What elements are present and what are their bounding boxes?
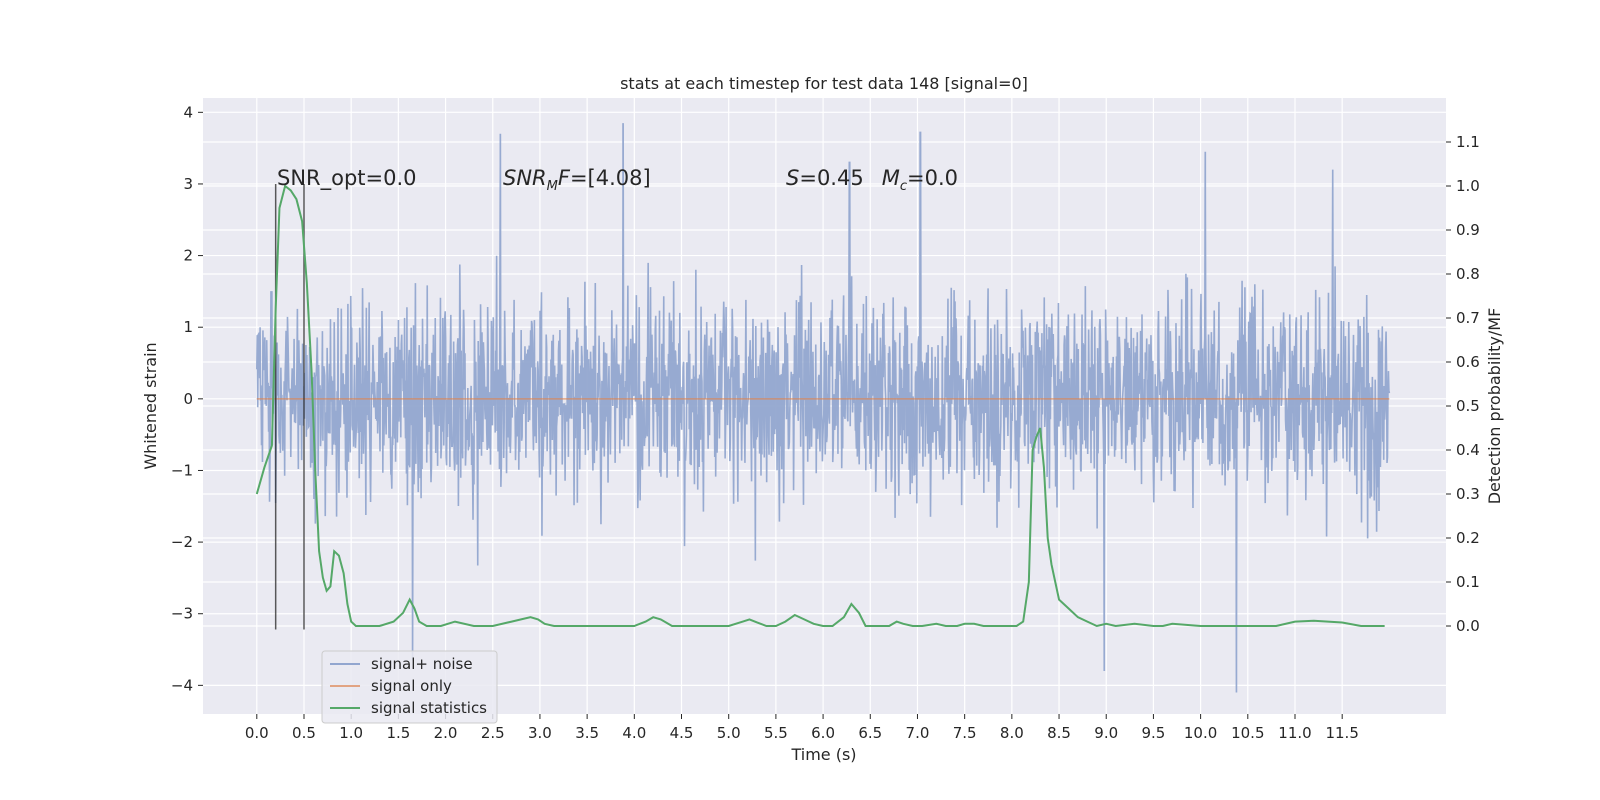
y-tick-label: 1 (183, 318, 193, 336)
legend-box (321, 650, 498, 724)
annotation-s-mc: S=0.45 Mc=0.0 (786, 166, 958, 194)
signal-noise-line (256, 123, 1391, 693)
signal-statistics-line (255, 184, 1385, 628)
y2-tick-label: 0.6 (1456, 353, 1480, 371)
y2-tick-label: 0.3 (1456, 485, 1480, 503)
annotation-mc-sub: c (900, 179, 907, 194)
legend-label-signal-statistics: signal statistics (371, 699, 487, 717)
x-tick-label: 3.5 (575, 724, 599, 742)
annotation-snr-mf-tail: F (558, 166, 571, 190)
annotation-snr-mf-val: =[4.08] (570, 166, 651, 190)
y2-axis-label: Detection probability/MF (1485, 308, 1504, 505)
x-tick-label: 5.5 (764, 724, 788, 742)
x-tick-label: 11.0 (1278, 724, 1311, 742)
y2-tick-label: 0.0 (1456, 617, 1480, 635)
x-tick-label: 9.0 (1094, 724, 1118, 742)
y2-tick-label: 0.7 (1456, 309, 1480, 327)
y2-axis-ticks: 0.0 0.1 0.2 0.3 0.4 0.5 0.6 0.7 0.8 0.9 1.0 1.1 (1446, 133, 1480, 635)
y-tick-label: −2 (171, 533, 193, 551)
y2-tick-label: 0.5 (1456, 397, 1480, 415)
legend: signal+ noise signal only signal statist… (321, 650, 498, 724)
y-tick-label: 0 (183, 390, 193, 408)
annotation-mc-val: =0.0 (907, 166, 958, 190)
y2-tick-label: 1.1 (1456, 133, 1480, 151)
x-tick-label: 9.5 (1141, 724, 1165, 742)
y-tick-label: 2 (183, 247, 193, 265)
y2-tick-label: 1.0 (1456, 177, 1480, 195)
y2-tick-label: 0.1 (1456, 573, 1480, 591)
annotation-s-val: =0.45 (799, 166, 863, 190)
y-tick-label: −4 (171, 676, 193, 694)
annotation-snr-opt: SNR_opt=0.0 (277, 166, 417, 191)
x-tick-label: 4.0 (622, 724, 646, 742)
x-tick-label: 6.0 (811, 724, 835, 742)
annotation-mc-var: M (882, 166, 900, 190)
x-tick-label: 2.5 (481, 724, 505, 742)
signal-noise-series (256, 123, 1391, 693)
y-axis-label: Whitened strain (141, 342, 160, 469)
x-tick-label: 7.5 (953, 724, 977, 742)
annotation-snr-mf-sub: M (547, 179, 558, 194)
x-tick-label: 0.0 (245, 724, 269, 742)
y-tick-label: −1 (171, 461, 193, 479)
annotation-snr-mf-var: SNR (503, 166, 547, 190)
y-tick-label: −3 (171, 605, 193, 623)
x-tick-label: 11.5 (1325, 724, 1358, 742)
x-tick-label: 10.5 (1231, 724, 1264, 742)
x-tick-label: 1.5 (386, 724, 410, 742)
signal-statistics-series (255, 184, 1385, 628)
annotation-s-var: S (786, 166, 799, 190)
x-tick-label: 4.5 (670, 724, 694, 742)
legend-label-signal-noise: signal+ noise (371, 655, 473, 673)
x-tick-label: 10.0 (1184, 724, 1217, 742)
y-axis-ticks: −4 −3 −2 −1 0 1 2 3 4 (171, 103, 203, 694)
y2-tick-label: 0.4 (1456, 441, 1480, 459)
x-tick-label: 7.0 (906, 724, 930, 742)
chart-title: stats at each timestep for test data 148… (620, 74, 1028, 93)
x-tick-label: 6.5 (858, 724, 882, 742)
y2-tick-label: 0.8 (1456, 265, 1480, 283)
y-tick-label: 4 (183, 103, 193, 121)
y2-tick-label: 0.2 (1456, 529, 1480, 547)
x-axis-label: Time (s) (790, 745, 856, 764)
y-tick-label: 3 (183, 175, 193, 193)
x-tick-label: 8.5 (1047, 724, 1071, 742)
legend-label-signal-only: signal only (371, 677, 452, 695)
annotation-snr-mf: SNRMF=[4.08] (503, 166, 651, 194)
y2-tick-label: 0.9 (1456, 221, 1480, 239)
x-tick-label: 5.0 (717, 724, 741, 742)
x-tick-label: 1.0 (339, 724, 363, 742)
x-tick-label: 2.0 (434, 724, 458, 742)
x-axis-ticks: 0.0 0.5 1.0 1.5 2.0 2.5 3.0 3.5 4.0 4.5 5.0 5.5 6.0 6… (245, 714, 1359, 742)
x-tick-label: 8.0 (1000, 724, 1024, 742)
x-tick-label: 0.5 (292, 724, 316, 742)
x-tick-label: 3.0 (528, 724, 552, 742)
